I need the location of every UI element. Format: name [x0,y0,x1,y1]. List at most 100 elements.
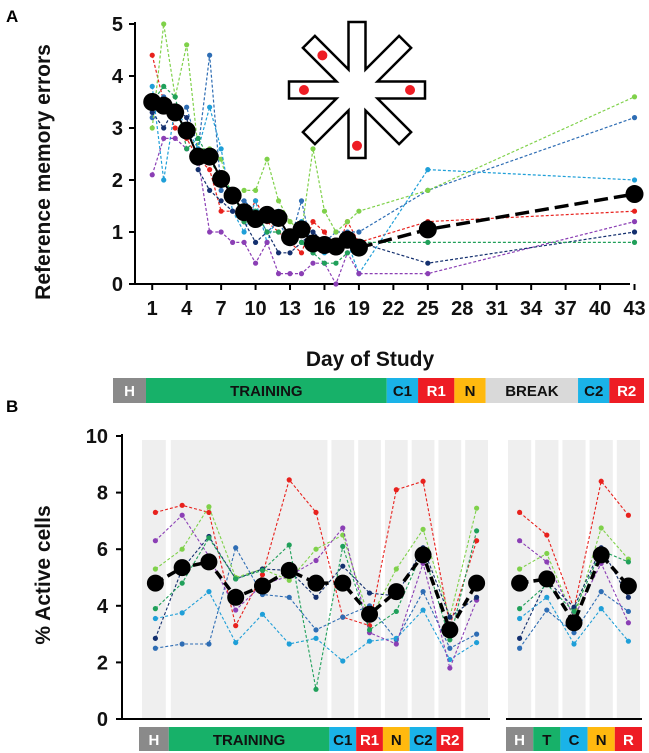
animal-point [152,606,158,612]
animal-point [474,538,480,544]
animal-point [598,589,604,595]
animal-point [313,557,319,564]
animal-point [264,156,270,162]
phase-segment [168,727,330,751]
x-tick-label: 28 [451,298,473,320]
band [170,440,328,719]
animal-point [149,83,155,89]
x-tick-label: 43 [623,298,645,320]
animal-point [544,559,550,565]
animal-point [321,260,328,266]
phase-label: C1 [393,383,412,400]
animal-point [149,52,155,58]
phase-label: H [148,732,159,749]
mean-point [625,185,644,204]
phase-segment [436,727,464,751]
phase-segment [382,727,410,751]
panel-b-background-bands [142,440,640,719]
animal-point [206,509,212,516]
animal-line [519,596,629,645]
animal-point [286,477,292,483]
animal-point [333,260,339,266]
phase-segment [139,727,169,751]
animal-point [152,509,158,516]
animal-point [259,611,266,617]
animal-point [625,620,632,626]
mean-point [565,614,583,632]
animal-point [447,614,453,620]
panel-a-y-axis-label: Reference memory errors [32,44,55,300]
animal-point [241,198,247,204]
animal-point [286,542,292,548]
animal-point [218,229,224,235]
x-tick-label: 19 [348,298,370,320]
y-tick-label: 5 [112,14,123,36]
animal-point [286,577,292,583]
phase-segment [609,378,644,403]
panel-b-y-ticks: 0 2 4 6 8 10 [86,426,122,731]
animal-point [474,594,480,600]
animal-point [625,608,632,615]
y-tick-label: 10 [86,426,108,448]
animal-point [447,665,453,671]
phase-label: R2 [617,383,636,400]
animal-point [195,167,201,173]
mean-point [361,605,379,623]
phase-segment [560,727,588,751]
animal-point [393,641,399,647]
x-tick-label: 31 [486,298,508,320]
phase-segment [578,378,610,403]
phase-label: N [596,732,607,749]
mean-point [146,574,164,592]
animal-point [313,546,319,552]
animal-point [184,42,190,48]
animal-point [420,607,426,613]
bait-dot [317,50,328,61]
animal-point [544,532,550,538]
phase-label: R1 [427,383,446,400]
mean-point [418,220,437,239]
animal-point [286,641,292,647]
x-tick-label: 22 [382,298,404,320]
y-tick-label: 0 [97,709,108,731]
phase-label: C2 [413,732,432,749]
animal-point [425,187,431,193]
phase-label: TRAINING [230,383,303,400]
mean-point [538,570,556,588]
animal-point [340,543,346,549]
animal-line [519,549,629,613]
animal-point [625,512,632,518]
animal-point [152,635,158,641]
animal-point [206,641,212,647]
animal-point [161,177,167,183]
phase-label: H [124,383,135,400]
band [384,440,408,719]
animal-point [344,219,351,225]
animal-point [393,487,399,493]
animal-point [340,563,346,569]
mean-point [173,559,191,577]
phase-segment [356,727,383,751]
animal-point [356,208,362,214]
animal-point [425,260,431,266]
phase-label: R [623,732,634,749]
animal-point [631,219,638,225]
animal-point [206,589,212,595]
animal-point [393,608,399,615]
animal-point [179,502,185,508]
animal-point [264,239,270,245]
radial-arm-maze-icon [287,20,427,160]
animal-point [233,576,239,582]
animal-point [393,566,399,572]
animal-point [241,239,247,245]
x-tick-label: 13 [279,298,301,320]
animal-point [275,229,282,235]
mean-line [519,551,630,627]
animal-point [233,623,239,629]
mean-point [307,574,325,592]
mean-point [177,121,196,140]
phase-label: TRAINING [213,732,286,749]
panel-a: A Reference memory errors Day of Study 0… [6,7,646,403]
panel-a-axes [134,22,630,285]
y-tick-label: 2 [97,652,108,674]
